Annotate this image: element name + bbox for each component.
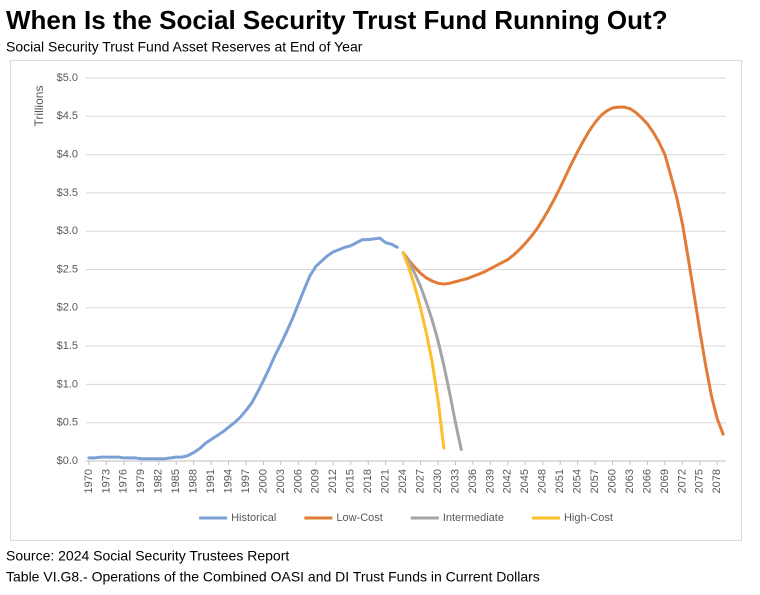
y-tick-label: $0.0 xyxy=(57,455,78,467)
x-tick-label: 2078 xyxy=(711,469,723,493)
series-line xyxy=(401,251,463,452)
x-tick-label: 1970 xyxy=(83,469,95,493)
chart-subtitle: Social Security Trust Fund Asset Reserve… xyxy=(6,39,363,55)
x-tick-label: 2027 xyxy=(414,469,426,493)
x-tick-label: 1991 xyxy=(205,469,217,493)
x-tick-label: 2072 xyxy=(676,469,688,493)
y-tick-label: $4.0 xyxy=(57,149,78,161)
chart-title: When Is the Social Security Trust Fund R… xyxy=(6,5,668,35)
x-tick-label: 2021 xyxy=(380,469,392,493)
y-tick-label: $2.0 xyxy=(57,302,78,314)
x-tick-label: 2069 xyxy=(659,469,671,493)
series-line xyxy=(401,251,446,450)
x-tick-label: 2060 xyxy=(606,469,618,493)
x-tick-label: 1976 xyxy=(118,469,130,493)
x-tick-label: 2003 xyxy=(275,469,287,493)
x-tick-label: 2012 xyxy=(327,469,339,493)
x-tick-label: 1997 xyxy=(240,469,252,493)
x-tick-label: 1994 xyxy=(222,469,234,493)
x-tick-label: 2045 xyxy=(519,469,531,493)
x-tick-label: 2033 xyxy=(449,469,461,493)
x-tick-label: 2054 xyxy=(572,469,584,493)
y-tick-label: $1.0 xyxy=(57,378,78,390)
y-tick-label: $1.5 xyxy=(57,340,78,352)
y-tick-label: $3.0 xyxy=(57,225,78,237)
x-tick-label: 1988 xyxy=(188,469,200,493)
chart-border xyxy=(10,60,742,541)
legend-label: High-Cost xyxy=(564,512,613,524)
x-tick-label: 1979 xyxy=(135,469,147,493)
y-tick-label: $3.5 xyxy=(57,187,78,199)
x-tick-label: 2009 xyxy=(310,469,322,493)
x-tick-label: 2057 xyxy=(589,469,601,493)
x-tick-label: 2036 xyxy=(467,469,479,493)
x-tick-label: 2024 xyxy=(397,469,409,493)
legend-label: Low-Cost xyxy=(336,512,382,524)
x-tick-label: 2006 xyxy=(292,469,304,493)
series-line xyxy=(401,105,725,436)
x-tick-label: 2048 xyxy=(537,469,549,493)
x-tick-label: 2018 xyxy=(362,469,374,493)
x-tick-label: 2000 xyxy=(257,469,269,493)
note: Table VI.G8.- Operations of the Combined… xyxy=(6,569,540,585)
x-tick-label: 2051 xyxy=(554,469,566,493)
legend-label: Intermediate xyxy=(443,512,504,524)
x-tick-label: 2066 xyxy=(641,469,653,493)
x-tick-label: 2075 xyxy=(694,469,706,493)
x-tick-label: 2015 xyxy=(345,469,357,493)
x-tick-label: 2039 xyxy=(484,469,496,493)
x-tick-label: 1973 xyxy=(100,469,112,493)
y-tick-label: $2.5 xyxy=(57,263,78,275)
y-tick-label: $5.0 xyxy=(57,72,78,84)
x-tick-label: 2030 xyxy=(432,469,444,493)
x-tick-label: 2042 xyxy=(502,469,514,493)
y-axis-label: Trillions xyxy=(32,86,46,127)
series-line xyxy=(87,236,399,461)
source: Source: 2024 Social Security Trustees Re… xyxy=(6,548,289,564)
x-tick-label: 1985 xyxy=(170,469,182,493)
y-tick-label: $4.5 xyxy=(57,110,78,122)
legend: Historical Low-Cost Intermediate High-Cost xyxy=(199,512,613,524)
x-tick-label: 1982 xyxy=(153,469,165,493)
y-tick-label: $0.5 xyxy=(57,417,78,429)
x-tick-label: 2063 xyxy=(624,469,636,493)
legend-label: Historical xyxy=(231,512,276,524)
